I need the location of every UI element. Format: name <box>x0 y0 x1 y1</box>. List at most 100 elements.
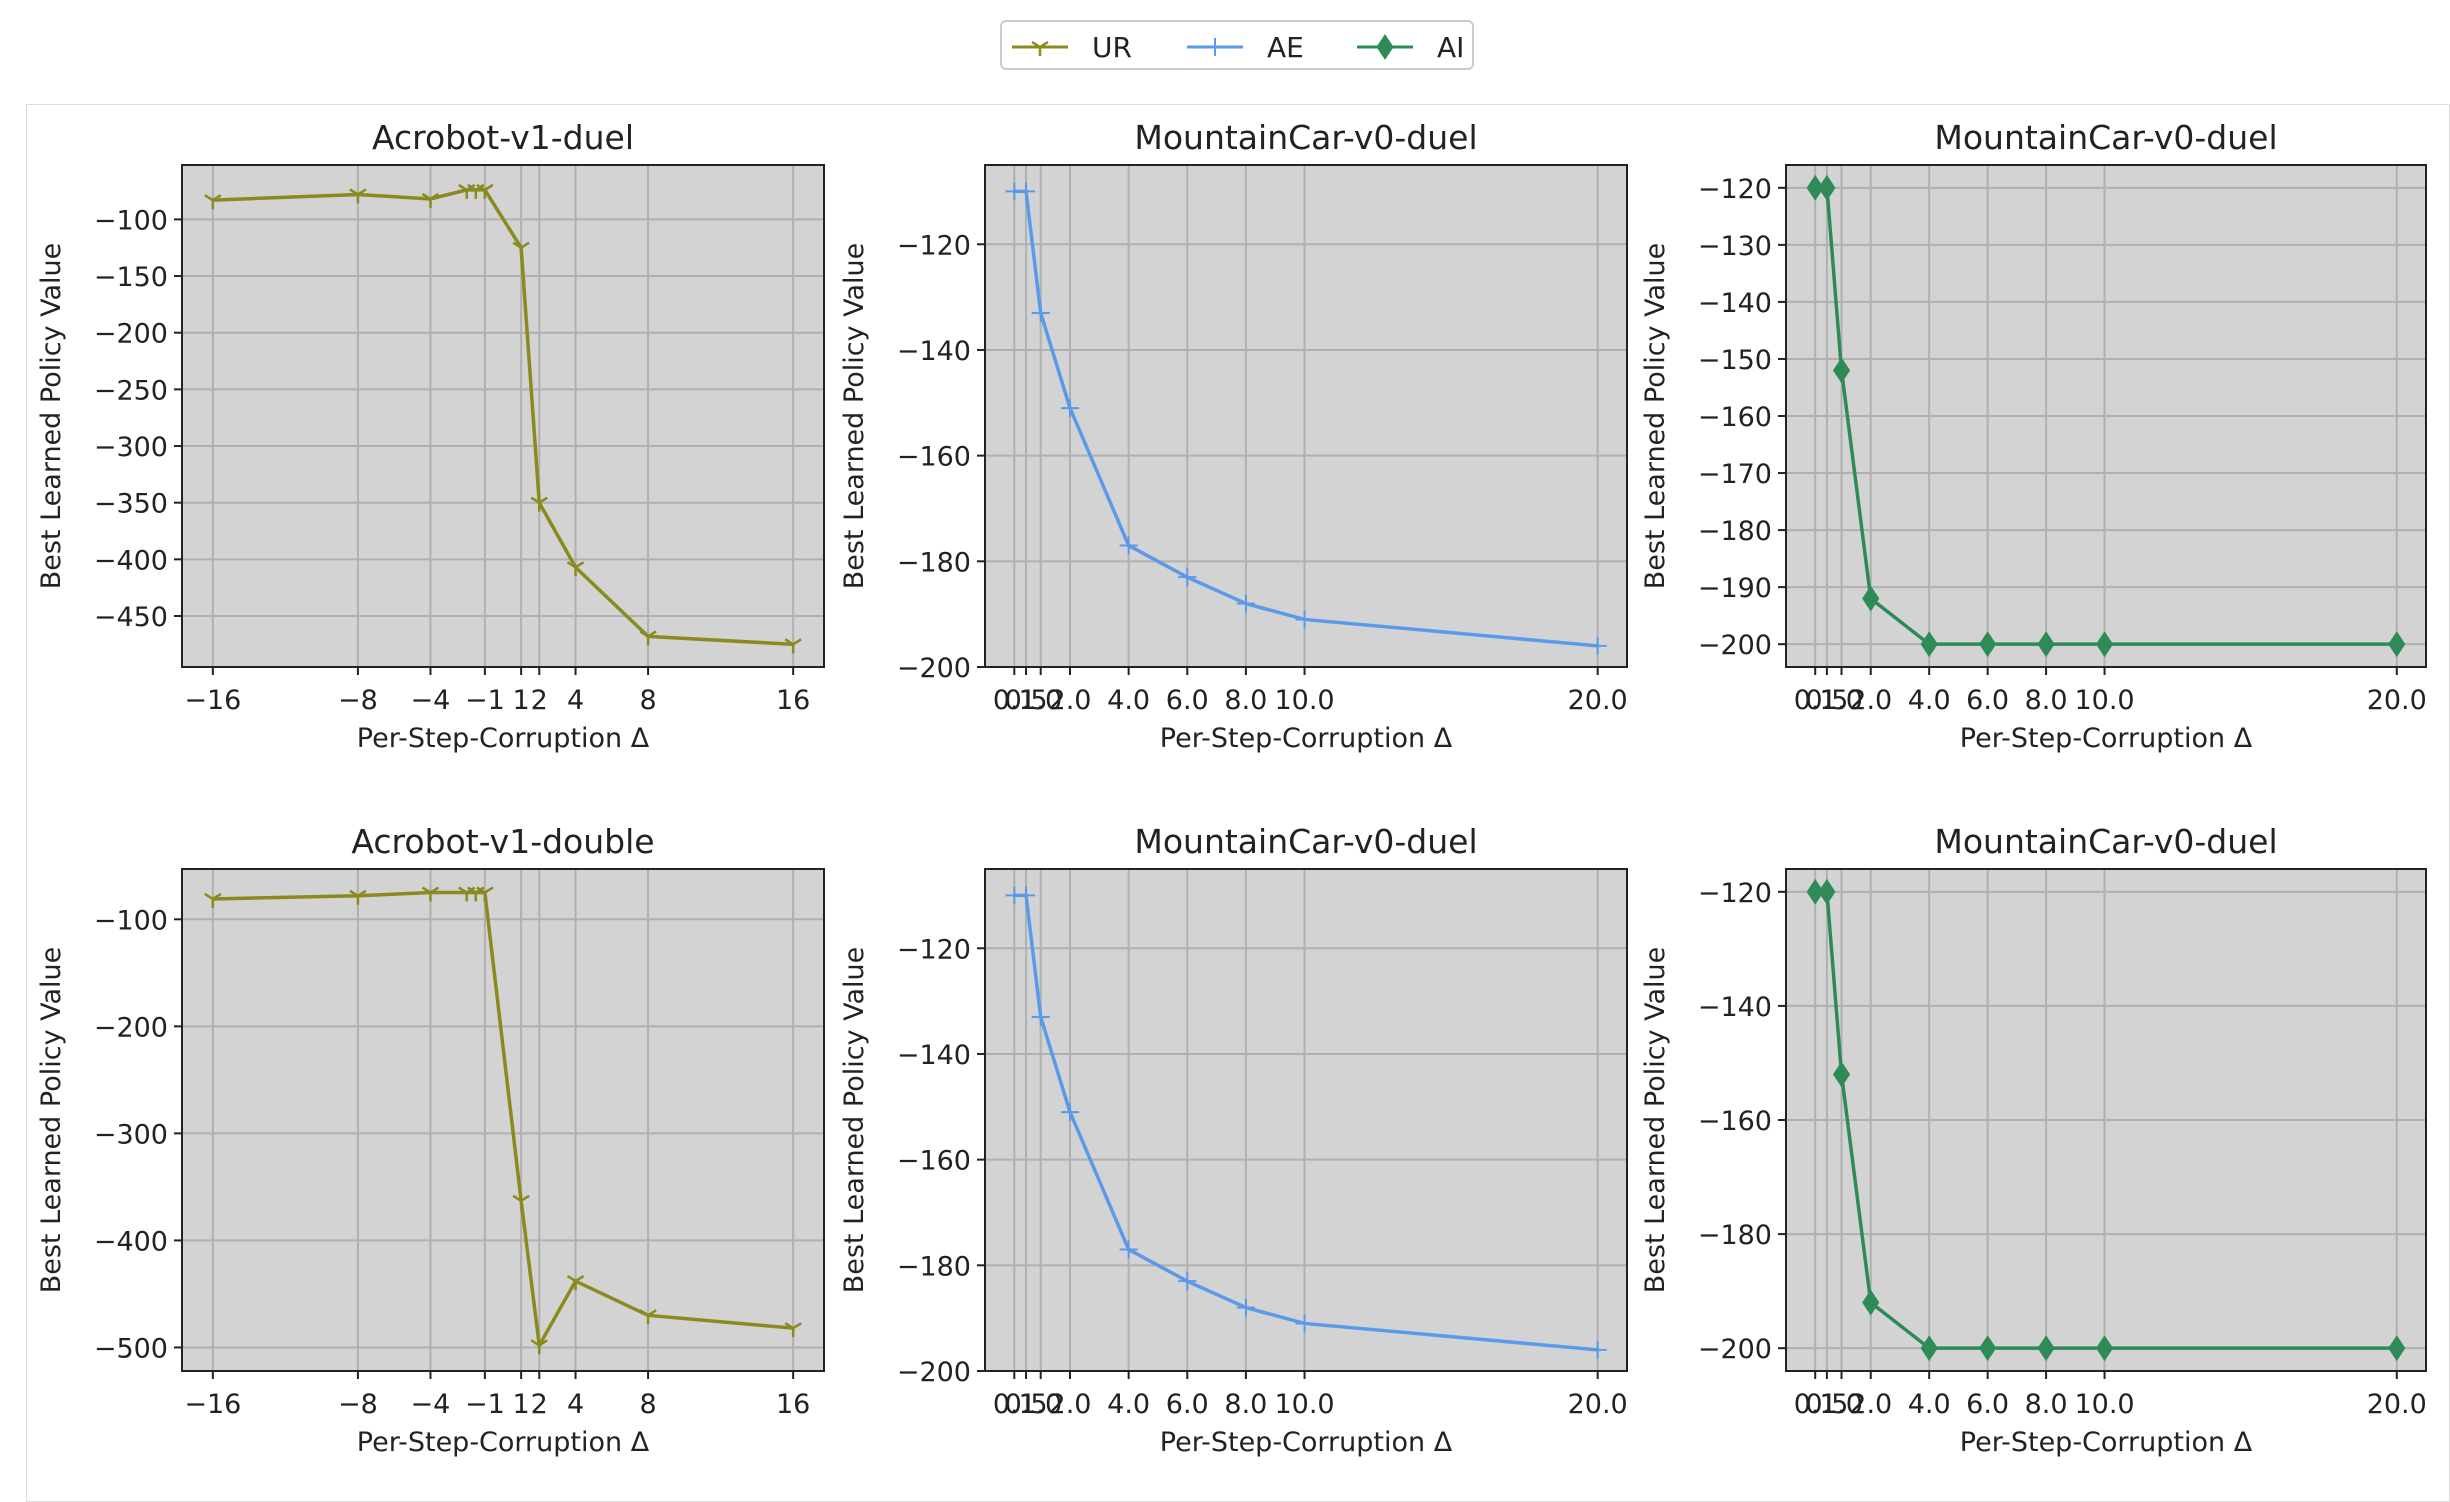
legend-marker <box>1031 40 1049 56</box>
x-tick-label: 2.0 <box>1049 685 1092 716</box>
y-tick-label: −300 <box>94 432 168 463</box>
y-tick-label: −170 <box>1698 459 1772 490</box>
y-tick-label: −150 <box>1698 345 1772 376</box>
x-tick-label: −4 <box>411 685 451 716</box>
x-tick-label: 0.1 <box>1794 1389 1837 1420</box>
plot-frame <box>984 868 1628 1372</box>
x-tick-label: 4.0 <box>1107 1389 1150 1420</box>
chart-title: MountainCar-v0-duel <box>1134 822 1477 861</box>
y-tick-label: −160 <box>1698 402 1772 433</box>
y-tick-label: −100 <box>94 905 168 936</box>
y-tick-label: −200 <box>897 1357 971 1388</box>
data-point <box>639 1309 657 1325</box>
data-point <box>1061 399 1080 418</box>
data-point <box>530 496 548 512</box>
y-tick-label: −130 <box>1698 231 1772 262</box>
y-axis-label: Best Learned Policy Value <box>839 243 870 590</box>
data-point <box>1806 878 1824 905</box>
x-tick-label: 10.0 <box>1274 1389 1334 1420</box>
plot-frame <box>181 164 825 668</box>
data-point <box>1832 357 1851 384</box>
x-tick-label: 4.0 <box>1107 685 1150 716</box>
y-tick-label: −160 <box>897 442 971 473</box>
x-tick-label: 4.0 <box>1908 1389 1951 1420</box>
x-tick-label: 0.5 <box>1005 1389 1048 1420</box>
y-tick-label: −120 <box>1698 174 1772 205</box>
x-tick-label: 4 <box>567 1389 584 1420</box>
data-point <box>530 1339 548 1355</box>
legend-entry-ur: UR <box>1012 31 1132 64</box>
x-tick-label: 2.0 <box>1049 1389 1092 1420</box>
data-point <box>566 561 585 577</box>
chart-title: MountainCar-v0-duel <box>1934 822 2277 861</box>
x-axis-label: Per-Step-Corruption Δ <box>1160 723 1453 754</box>
x-axis-label: Per-Step-Corruption Δ <box>357 1427 650 1458</box>
x-tick-label: 10.0 <box>2074 1389 2134 1420</box>
plot-area <box>182 165 824 667</box>
x-tick-label: 20.0 <box>2367 1389 2427 1420</box>
y-tick-label: −190 <box>1698 573 1772 604</box>
chart-title: Acrobot-v1-double <box>351 822 654 861</box>
data-point <box>1295 1314 1314 1333</box>
chart-legend: UR AE AI <box>1000 20 1474 70</box>
x-tick-label: 20.0 <box>2367 685 2427 716</box>
x-tick-label: 2.0 <box>1849 685 1892 716</box>
plot-area <box>182 869 824 1371</box>
data-point <box>2388 631 2406 658</box>
x-tick-label: 1 <box>513 685 530 716</box>
data-point <box>1920 1335 1938 1362</box>
data-point <box>1862 585 1880 612</box>
x-tick-label: 0.1 <box>993 685 1036 716</box>
data-point <box>476 183 494 199</box>
x-tick-label: −8 <box>338 685 378 716</box>
x-tick-label: 8.0 <box>1224 1389 1267 1420</box>
y-axis-label: Best Learned Policy Value <box>1640 243 1671 590</box>
y-tick-label: −160 <box>1698 1106 1772 1137</box>
y-tick-label: −120 <box>1698 878 1772 909</box>
chart-panel-6: 0.10.51.02.0 4.0 6.0 8.0 10.0 20.0 −120 −140 −16… <box>1640 822 2427 1458</box>
x-tick-label: 0.5 <box>1805 1389 1848 1420</box>
plot-frame <box>984 164 1628 668</box>
data-point <box>2037 631 2055 658</box>
x-tick-label: 6.0 <box>1166 1389 1209 1420</box>
data-point <box>2095 631 2114 658</box>
data-point <box>349 889 367 905</box>
x-tick-label: 4 <box>567 685 584 716</box>
y-tick-label: −300 <box>94 1119 168 1150</box>
x-tick-label: 16 <box>776 1389 810 1420</box>
data-point <box>1017 886 1036 905</box>
y-tick-label: −200 <box>1698 630 1772 661</box>
y-tick-label: −250 <box>94 375 168 406</box>
x-tick-label: 1.0 <box>1820 685 1863 716</box>
legend-graphic: UR AE AI <box>1012 31 1464 64</box>
legend-entry-ae: AE <box>1187 31 1304 64</box>
y-tick-label: −200 <box>94 319 168 350</box>
x-tick-label: −16 <box>184 685 241 716</box>
plot-area <box>985 869 1627 1371</box>
y-tick-label: −500 <box>94 1333 168 1364</box>
x-tick-label: 20.0 <box>1568 1389 1628 1420</box>
x-tick-label: 1.0 <box>1019 685 1062 716</box>
plot-area <box>985 165 1627 667</box>
data-point <box>2037 1335 2055 1362</box>
x-tick-label: 6.0 <box>1966 1389 2009 1420</box>
x-axis-label: Per-Step-Corruption Δ <box>357 723 650 754</box>
data-point <box>1031 303 1050 322</box>
data-point <box>1588 636 1607 655</box>
legend-marker <box>1206 38 1224 56</box>
data-point <box>349 188 367 204</box>
x-tick-label: 1.0 <box>1019 1389 1062 1420</box>
x-tick-label: 1 <box>513 1389 530 1420</box>
chart-panel-5: 0.10.51.02.0 4.0 6.0 8.0 10.0 20.0 −120 −140 −16… <box>839 822 1628 1458</box>
x-tick-label: 10.0 <box>2074 685 2134 716</box>
x-tick-label: 0.5 <box>1005 685 1048 716</box>
chart-panel-4: −16 −8 −4 −1 1 2 4 8 16 −100 −200 −300 −400 −500 Acrob… <box>36 822 825 1458</box>
x-axis-label: Per-Step-Corruption Δ <box>1160 1427 1453 1458</box>
x-tick-label: 2.0 <box>1849 1389 1892 1420</box>
data-point <box>204 194 222 210</box>
data-point <box>1979 1335 1997 1362</box>
chart-panel-3: 0.10.51.02.0 4.0 6.0 8.0 10.0 20.0 −120 −130 −14… <box>1640 118 2427 754</box>
chart-title: MountainCar-v0-duel <box>1134 118 1477 157</box>
y-tick-label: −180 <box>1698 1220 1772 1251</box>
chart-panel-1: −16 −8 −4 −1 1 2 4 8 16 −100 −150 −200 −250 −300 −350 −… <box>36 118 825 754</box>
